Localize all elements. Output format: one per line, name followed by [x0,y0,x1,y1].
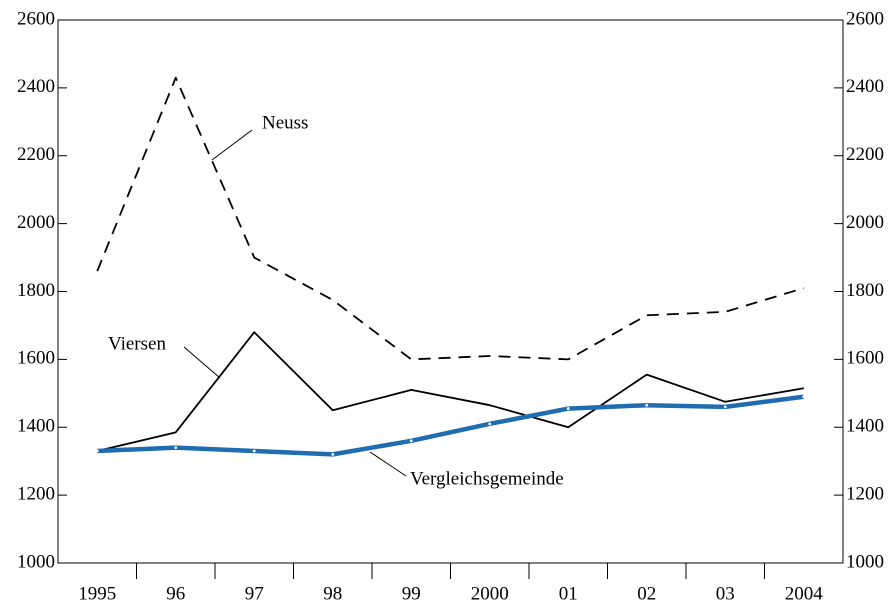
y2-tick-label: 2000 [846,212,884,233]
y2-tick-label: 1600 [846,348,884,369]
x-tick-label: 03 [716,583,735,604]
leader-line [211,129,253,161]
series-label: Viersen [108,333,166,354]
y-tick-label: 1200 [17,483,55,504]
series-line [97,331,804,452]
y2-tick-label: 1800 [846,280,884,301]
y2-tick-label: 2600 [846,8,884,29]
point [174,446,178,450]
y-tick-label: 1600 [17,348,55,369]
series-line [97,394,805,457]
y2-tick-label: 1000 [846,551,884,572]
point [95,449,99,453]
leader-line [183,346,221,379]
point [723,405,727,409]
point [566,407,570,410]
point [488,422,492,426]
x-tick-label: 2004 [785,583,824,604]
y-tick-label: 1000 [17,551,55,572]
y2-tick-label: 1200 [846,483,884,504]
point [331,453,335,456]
x-tick-label: 2000 [471,583,509,604]
x-tick-label: 1995 [78,583,116,604]
x-tick-label: 97 [245,583,264,604]
x-tick-label: 99 [402,583,421,604]
x-tick-label: 96 [166,583,185,604]
y-tick-label: 1400 [17,416,55,437]
x-tick-label: 02 [637,583,656,604]
series-label: Neuss [262,112,308,133]
y2-tick-label: 1400 [846,416,884,437]
point [409,439,413,443]
point [645,403,649,407]
y-tick-label: 2400 [17,76,55,97]
point [802,395,806,399]
leader-line [369,451,407,477]
x-tick-label: 98 [323,583,342,604]
y-tick-label: 2200 [17,144,55,165]
y2-tick-label: 2400 [846,76,884,97]
y-tick-label: 2000 [17,212,55,233]
x-tick-label: 01 [559,583,578,604]
series-line [96,76,805,361]
y2-tick-label: 2200 [846,144,884,165]
point [252,449,256,453]
y-tick-label: 1800 [17,280,55,301]
series-label: Vergleichsgemeinde [410,468,564,489]
y-tick-label: 2600 [17,8,55,29]
